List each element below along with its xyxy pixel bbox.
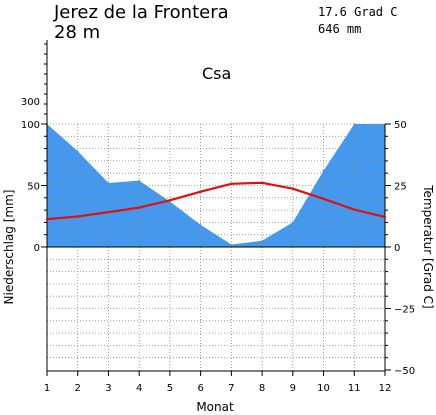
precipitation-point-3: [107, 182, 110, 184]
x-tick-label: 1: [44, 383, 50, 394]
right-tick-label: −25: [394, 305, 415, 316]
x-tick-label: 11: [348, 383, 361, 394]
temperature-point-1: [45, 218, 49, 221]
left-tick-label: 300: [21, 97, 40, 108]
precipitation-area: [47, 124, 385, 247]
temperature-point-5: [168, 199, 172, 202]
right-tick-label: 50: [394, 120, 407, 131]
left-tick-label: 0: [34, 243, 40, 254]
mean-temperature-label: 17.6 Grad C: [318, 5, 397, 19]
temperature-point-8: [260, 181, 264, 184]
left-tick-label: 100: [21, 120, 40, 131]
temperature-line-layer: [45, 181, 387, 221]
axes-layer: [41, 40, 391, 376]
x-tick-label: 12: [379, 383, 392, 394]
right-tick-label: 25: [394, 182, 407, 193]
right-axis-label: Temperatur [Grad C]: [421, 184, 435, 308]
temperature-point-10: [322, 197, 325, 200]
x-tick-label: 3: [105, 383, 111, 394]
precipitation-point-10: [322, 169, 325, 172]
climate-class-label: Csa: [202, 64, 231, 83]
annual-precipitation-label: 646 mm: [318, 22, 361, 36]
x-tick-label: 2: [75, 383, 81, 394]
station-title: Jerez de la Frontera: [53, 2, 229, 23]
temperature-point-11: [353, 208, 356, 211]
right-tick-label: −50: [394, 366, 415, 377]
temperature-point-7: [230, 182, 233, 185]
x-tick-label: 5: [167, 383, 173, 394]
x-tick-label: 7: [228, 383, 234, 394]
x-tick-label: 9: [290, 383, 296, 394]
temperature-point-4: [138, 206, 141, 209]
x-tick-label: 8: [259, 383, 265, 394]
x-axis-label: Monat: [196, 400, 234, 414]
temperature-point-3: [107, 210, 110, 214]
x-tick-label: 6: [197, 383, 203, 394]
precipitation-point-6: [199, 224, 202, 226]
x-tick-label: 4: [136, 383, 142, 394]
x-tick-label: 10: [317, 383, 330, 394]
left-axis-label: Niederschlag [mm]: [2, 190, 16, 305]
temperature-point-9: [291, 187, 294, 190]
temperature-point-12: [383, 215, 387, 219]
temperature-point-2: [76, 215, 79, 218]
left-tick-label: 50: [27, 182, 40, 193]
temperature-point-6: [199, 190, 202, 193]
elevation-label: 28 m: [54, 22, 100, 43]
right-tick-label: 0: [394, 243, 400, 254]
temperature-line: [46, 181, 386, 221]
